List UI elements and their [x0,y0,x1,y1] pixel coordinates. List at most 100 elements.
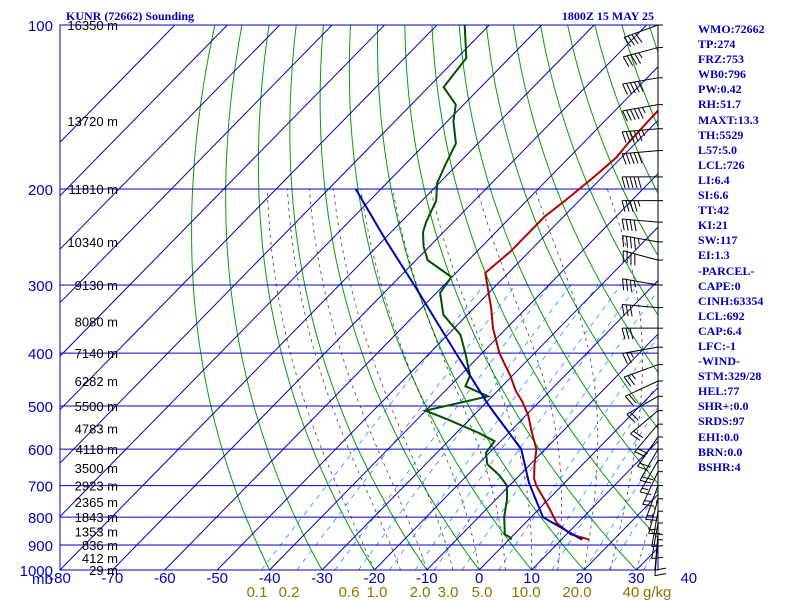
index-item: CINH:63354 [698,293,764,308]
dry-adiabat-line [191,25,271,570]
index-item: SW:117 [698,233,738,248]
wind-barb [630,410,659,435]
height-label: 16350 m [67,18,118,33]
wind-barb-flag [651,556,664,559]
wind-barb [634,423,659,453]
height-label: 412 m [82,551,118,566]
height-label: 1843 m [75,510,118,525]
dry-adiabat-line [540,25,658,316]
height-label: 6282 m [75,374,118,389]
wind-barb-flag [625,236,629,248]
wind-barb-flag [629,328,634,340]
dry-adiabat-line [785,25,800,570]
height-labels: 16350 m 13720 m 11810 m 10340 m 9130 m 8080 m… [67,18,118,578]
pressure-tick-label: 1000 [20,563,53,580]
temperature-tick-label: 20 [576,570,593,587]
wind-barb-flag [622,56,630,67]
index-item: EHI:0.0 [698,429,740,444]
dry-adiabat-line [458,25,658,485]
mixing-ratio-lines [260,284,658,570]
wind-barb-flag [645,518,658,521]
series-line-2 [354,188,583,541]
wind-barb-flag [629,130,635,143]
mixing-ratio-tick-label: 20.0 [562,584,591,600]
temperature-tick-label: -40 [259,570,281,587]
index-item: PW:0.42 [698,82,742,97]
wind-barb [651,522,659,559]
temperature-tick-label: -70 [102,570,124,587]
index-item: KI:21 [698,218,728,233]
chart-datetime: 1800Z 15 MAY 25 [562,9,654,23]
temperature-tick-label: -50 [206,570,228,587]
index-item: WMO:72662 [698,22,765,36]
index-item: SHR+:0.0 [698,399,749,414]
wind-barb-flag [637,130,643,142]
wind-barb-flag [621,153,627,165]
wind-barb-flag [626,109,632,121]
wind-barb-flag [621,200,626,212]
wind-barb-flag [637,448,648,454]
wind-barb-half-flag [631,373,637,380]
dry-adiabat-line [289,25,428,570]
wind-barb-flag [635,32,643,43]
mixing-ratio-axis: 0.1 0.2 0.6 1.0 2.0 3.0 5.0 10.0 20.0 40 g/kg [247,584,672,600]
wind-barb-flag [634,451,646,457]
height-label: 2365 m [75,495,118,510]
wind-barb-flag [621,131,627,143]
wind-barb-flag [625,176,630,189]
wind-barb-half-flag [644,500,651,502]
index-item: TP:274 [698,37,736,52]
moist-adiabat-line [476,188,563,570]
wind-barb-flag [622,110,628,122]
dry-adiabat-line [512,25,658,374]
wind-barb-flag [622,235,625,248]
wind-barb [622,150,659,155]
wind-barb-half-flag [629,351,634,358]
wind-barb-flag [629,109,636,121]
pressure-tick-label: 200 [28,182,53,199]
wind-barb-flag [629,280,632,292]
height-label: 5500 m [75,399,118,414]
height-label: 1353 m [75,525,118,540]
pressure-tick-label: 300 [28,278,53,295]
wind-barb-flag [625,200,630,212]
wind-barb-flag [654,573,667,577]
wind-barb [622,104,659,112]
wind-barb-flag [633,152,639,164]
wind-barb [624,24,659,38]
isotherm-line [164,66,658,570]
pressure-unit: mb [32,571,53,588]
wind-barb-flag [633,237,636,250]
series-line-0 [484,109,658,541]
mixing-ratio-tick-label: 5.0 [472,584,493,600]
height-label: 29 m [89,563,118,578]
index-item: BRN:0.0 [698,444,743,459]
pressure-axis: 100 200 300 400 500 600 700 800 900 1000 [20,18,53,580]
wind-barb-flag [622,353,628,364]
temperature-tick-label: -80 [49,570,71,587]
mixing-ratio-line [584,453,658,570]
isotherm-line [112,25,647,570]
wind-barb-flag [623,376,632,387]
mixing-ratio-line [334,284,551,570]
index-item: HEL:77 [698,384,740,399]
wind-barb-flag [621,328,626,340]
wind-barb-half-flag [637,238,640,245]
wind-barb-flag [625,131,631,143]
wind-barb [625,380,659,397]
temperature-tick-label: -30 [311,570,333,587]
wind-barb [622,303,659,309]
mixing-ratio-line [260,284,485,570]
index-item: EI:1.3 [698,248,730,263]
wind-barb [639,460,659,493]
wind-barb-flag [623,37,632,47]
mixing-ratio-line [296,284,517,570]
wind-barb-flag [629,176,634,189]
wind-barb-half-flag [641,487,649,491]
pressure-tick-label: 800 [28,510,53,527]
wind-barb-flag [621,218,625,231]
isotherm-line [60,25,490,464]
temperature-tick-label: 0 [475,570,483,587]
index-item: SI:6.6 [698,188,729,203]
wind-barb-flag [629,200,634,212]
